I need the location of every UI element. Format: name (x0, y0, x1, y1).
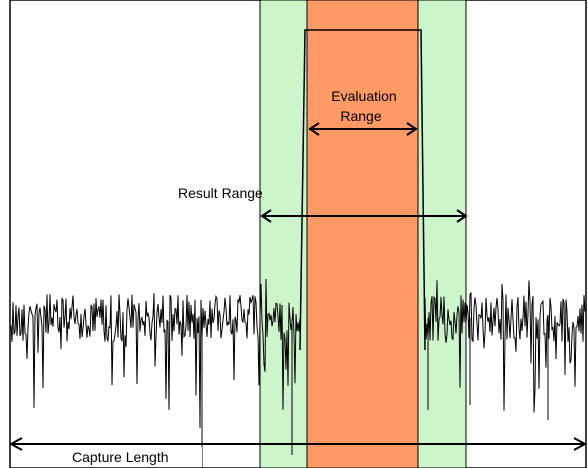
evaluation-range-label-line2: Range (340, 108, 381, 124)
evaluation-range-label-line1: Evaluation (331, 88, 396, 104)
capture-length-label-bg (68, 447, 202, 467)
result-range-label: Result Range (178, 185, 263, 201)
signal-burst-outline (299, 29, 426, 351)
noise-trace-left (10, 278, 301, 429)
capture-length-arrow (8, 437, 588, 451)
noise-trace-right (424, 280, 586, 413)
result-range-arrow (260, 209, 468, 223)
capture-length-label: Capture Length (72, 449, 169, 465)
evaluation-range-arrow (308, 122, 418, 136)
evaluation-range-band (306, 0, 419, 468)
